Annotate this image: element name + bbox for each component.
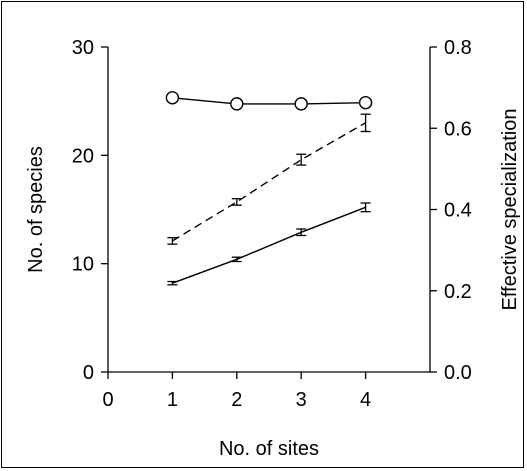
x-tick-label: 1 (167, 389, 178, 411)
series-0-point (165, 91, 180, 105)
x-tick-label: 3 (296, 389, 307, 411)
y2-tick-label: 0.0 (444, 362, 472, 384)
y2-tick-label: 0.8 (444, 37, 472, 59)
y2-tick-label: 0.2 (444, 281, 472, 303)
x-axis-title: No. of sites (219, 438, 319, 460)
x-tick-label: 4 (360, 389, 371, 411)
y2-tick-label: 0.6 (444, 118, 472, 140)
y2-tick-label: 0.4 (444, 200, 472, 222)
x-tick-label: 0 (102, 389, 113, 411)
series-0-line (172, 97, 366, 105)
series-1-line (172, 122, 366, 242)
series (165, 91, 373, 286)
y-tick-label: 30 (72, 37, 94, 59)
y-axis-title: No. of species (25, 146, 47, 273)
y-tick-label: 0 (83, 362, 94, 384)
series-0-point (294, 97, 308, 111)
series-0-point (358, 95, 373, 110)
series-0-point (230, 97, 244, 111)
series-2-line (172, 206, 366, 284)
y2-axis-title: Effective specialization (499, 109, 521, 311)
axes: 0 1 2 3 4 0 10 20 30 0.0 0.2 0.4 0.6 0.8 (72, 37, 472, 411)
y-tick-label: 20 (72, 145, 94, 167)
x-tick-label: 2 (231, 389, 242, 411)
y-tick-label: 10 (72, 254, 94, 276)
